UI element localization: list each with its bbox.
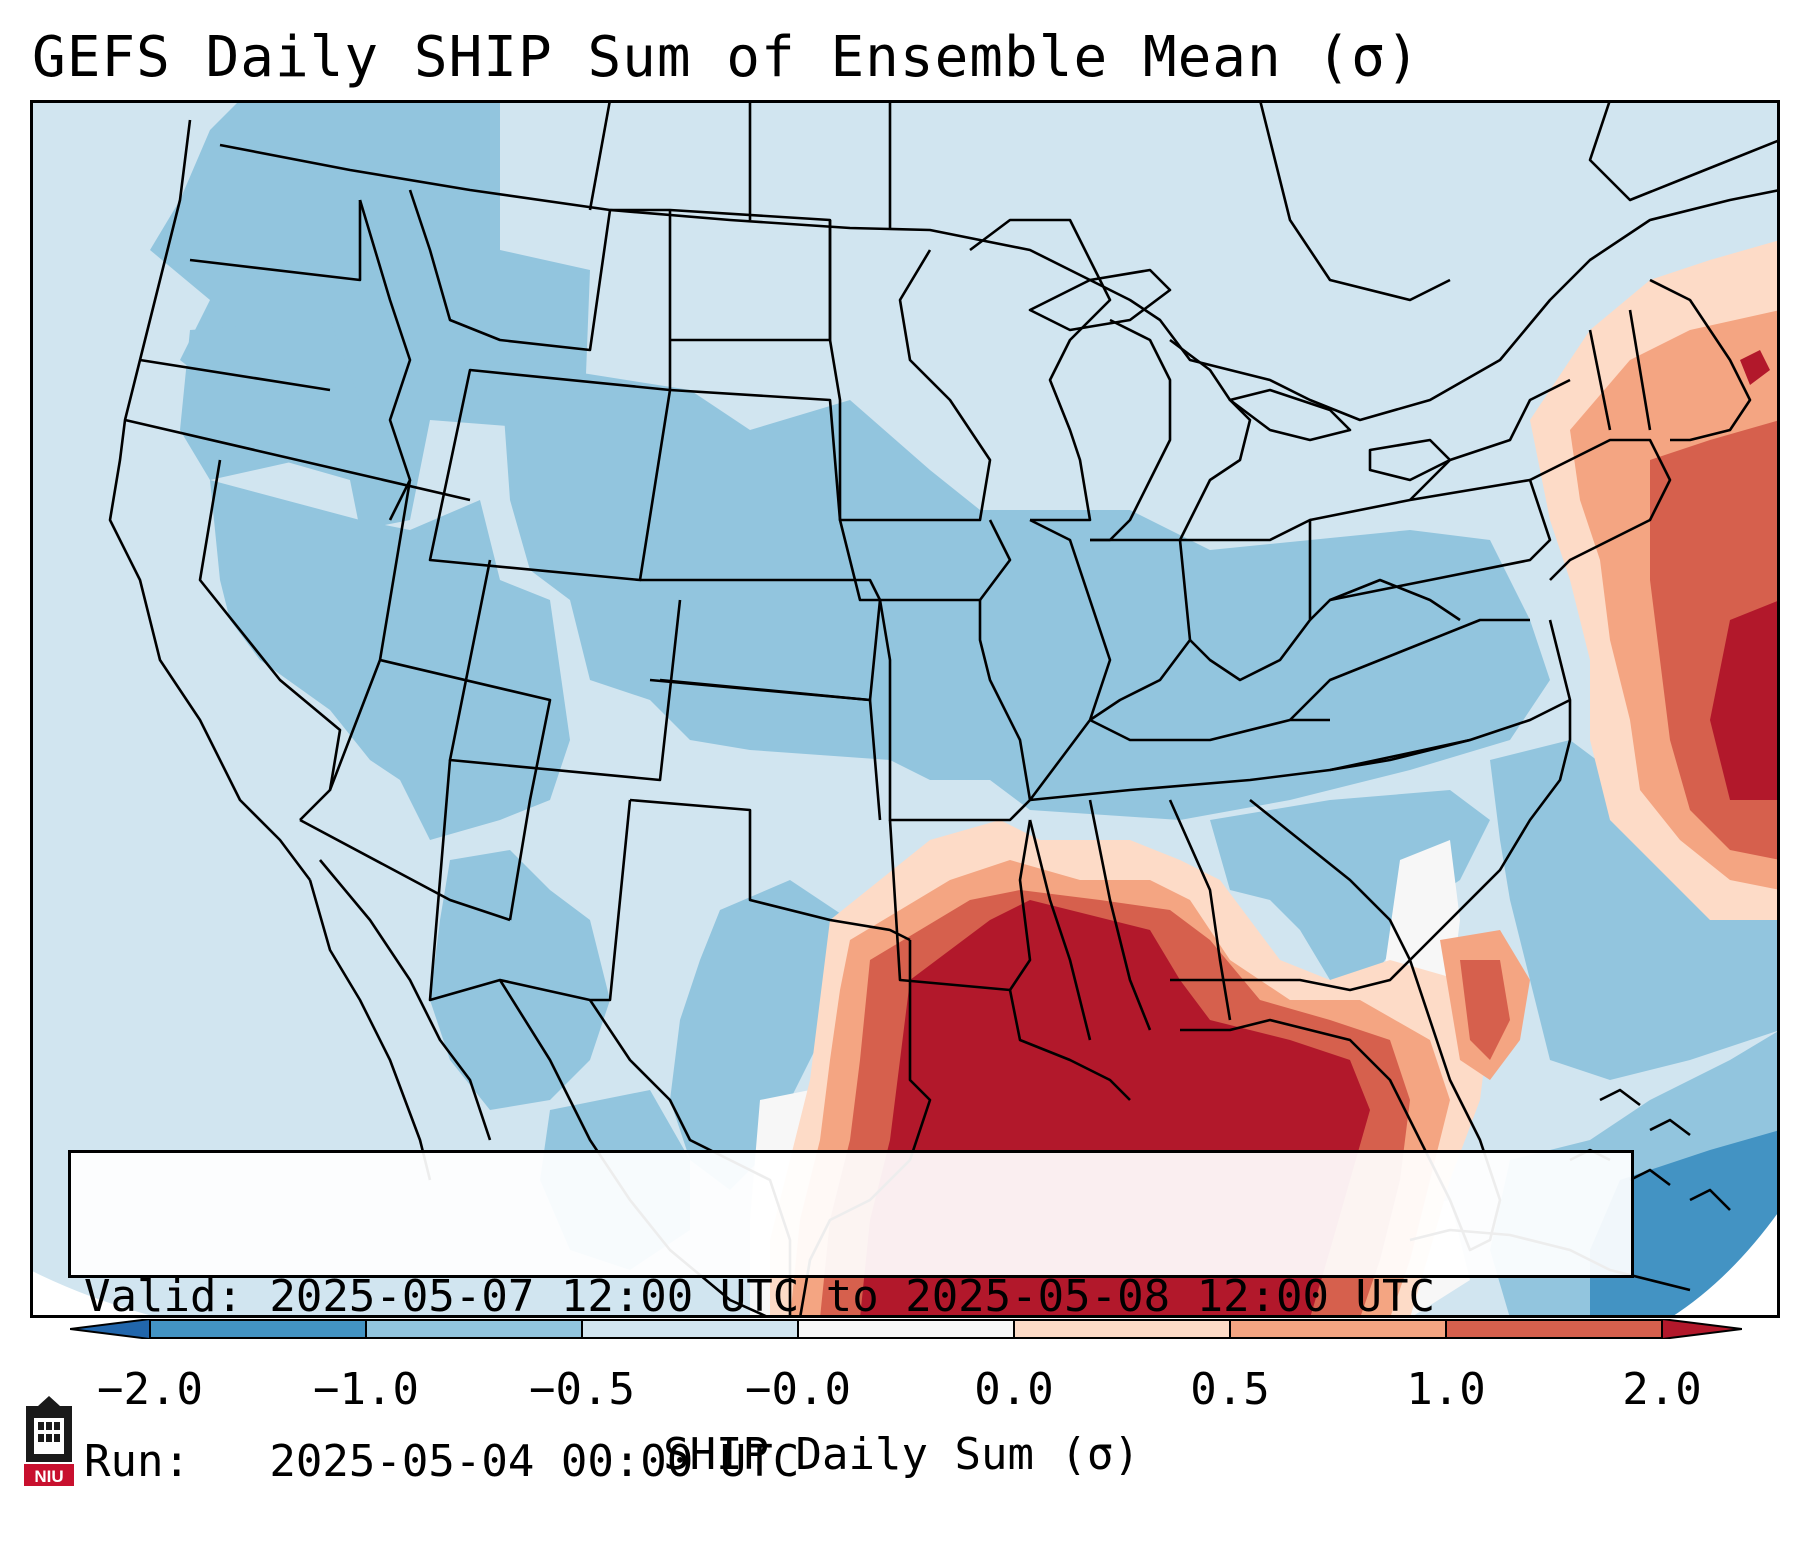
anomaly-region-moderate-negative (150, 100, 1780, 1318)
region-southeast-inland (1210, 790, 1490, 980)
colorbar-segment-7 (1446, 1319, 1662, 1339)
colorbar-tick-label: −0.5 (529, 1364, 635, 1415)
valid-run-info-box: Valid: 2025-05-07 12:00 UTC to 2025-05-0… (68, 1150, 1634, 1487)
map-unprojected-corner (30, 1270, 160, 1318)
colorbar-segment-2 (366, 1319, 582, 1339)
colorbar-extend-high (1661, 1319, 1742, 1339)
colorbar-tick-label: −2.0 (97, 1364, 203, 1415)
region-florida-east-inner (1460, 960, 1510, 1060)
colorbar-segment-6 (1230, 1319, 1446, 1339)
colorbar-segment-4 (798, 1319, 1014, 1339)
colorbar-segment-5 (1014, 1319, 1230, 1339)
colorbar-tick-labels: −2.0 −1.0 −0.5 −0.0 0.0 0.5 1.0 2.0 (0, 1360, 1803, 1420)
niu-logo-icon: NIU (24, 1396, 74, 1486)
colorbar-tick-label: 0.5 (1190, 1364, 1270, 1415)
political-borders (108, 100, 1780, 1318)
run-time-text: Run: 2025-05-04 00:00 UTC (84, 1436, 800, 1487)
colorbar-tick-label: 0.0 (974, 1364, 1054, 1415)
colorbar-ticks (149, 1319, 1663, 1339)
map-unprojected-corner-right (1670, 1210, 1780, 1318)
region-southwest (430, 850, 610, 1110)
region-maine-spot (1740, 350, 1770, 385)
region-atlantic (1490, 740, 1780, 1080)
colorbar-tick-label: 2.0 (1622, 1364, 1702, 1415)
logo-text: NIU (34, 1467, 63, 1486)
valid-time-text: Valid: 2025-05-07 12:00 UTC to 2025-05-0… (84, 1271, 1436, 1322)
map-border (30, 100, 1780, 1318)
colorbar-extend-low (70, 1319, 151, 1339)
chart-title: GEFS Daily SHIP Sum of Ensemble Mean (σ) (32, 25, 1421, 90)
colorbar-segment-3 (582, 1319, 798, 1339)
region-great-basin (210, 480, 570, 840)
colorbar-tick-label: 1.0 (1406, 1364, 1486, 1415)
region-atlantic-core (1710, 600, 1780, 800)
colorbar-label: SHIP Daily Sum (σ) (663, 1429, 1140, 1480)
region-rockies-plains (500, 360, 1550, 820)
colorbar-tick-label: −1.0 (313, 1364, 419, 1415)
colorbar-tick-label: −0.0 (745, 1364, 851, 1415)
colorbar (70, 1319, 1742, 1339)
colorbar-segment-1 (150, 1319, 366, 1339)
map-panel (30, 100, 1780, 1318)
region-texas-west (670, 880, 860, 1190)
region-pacific-northwest (180, 320, 360, 480)
